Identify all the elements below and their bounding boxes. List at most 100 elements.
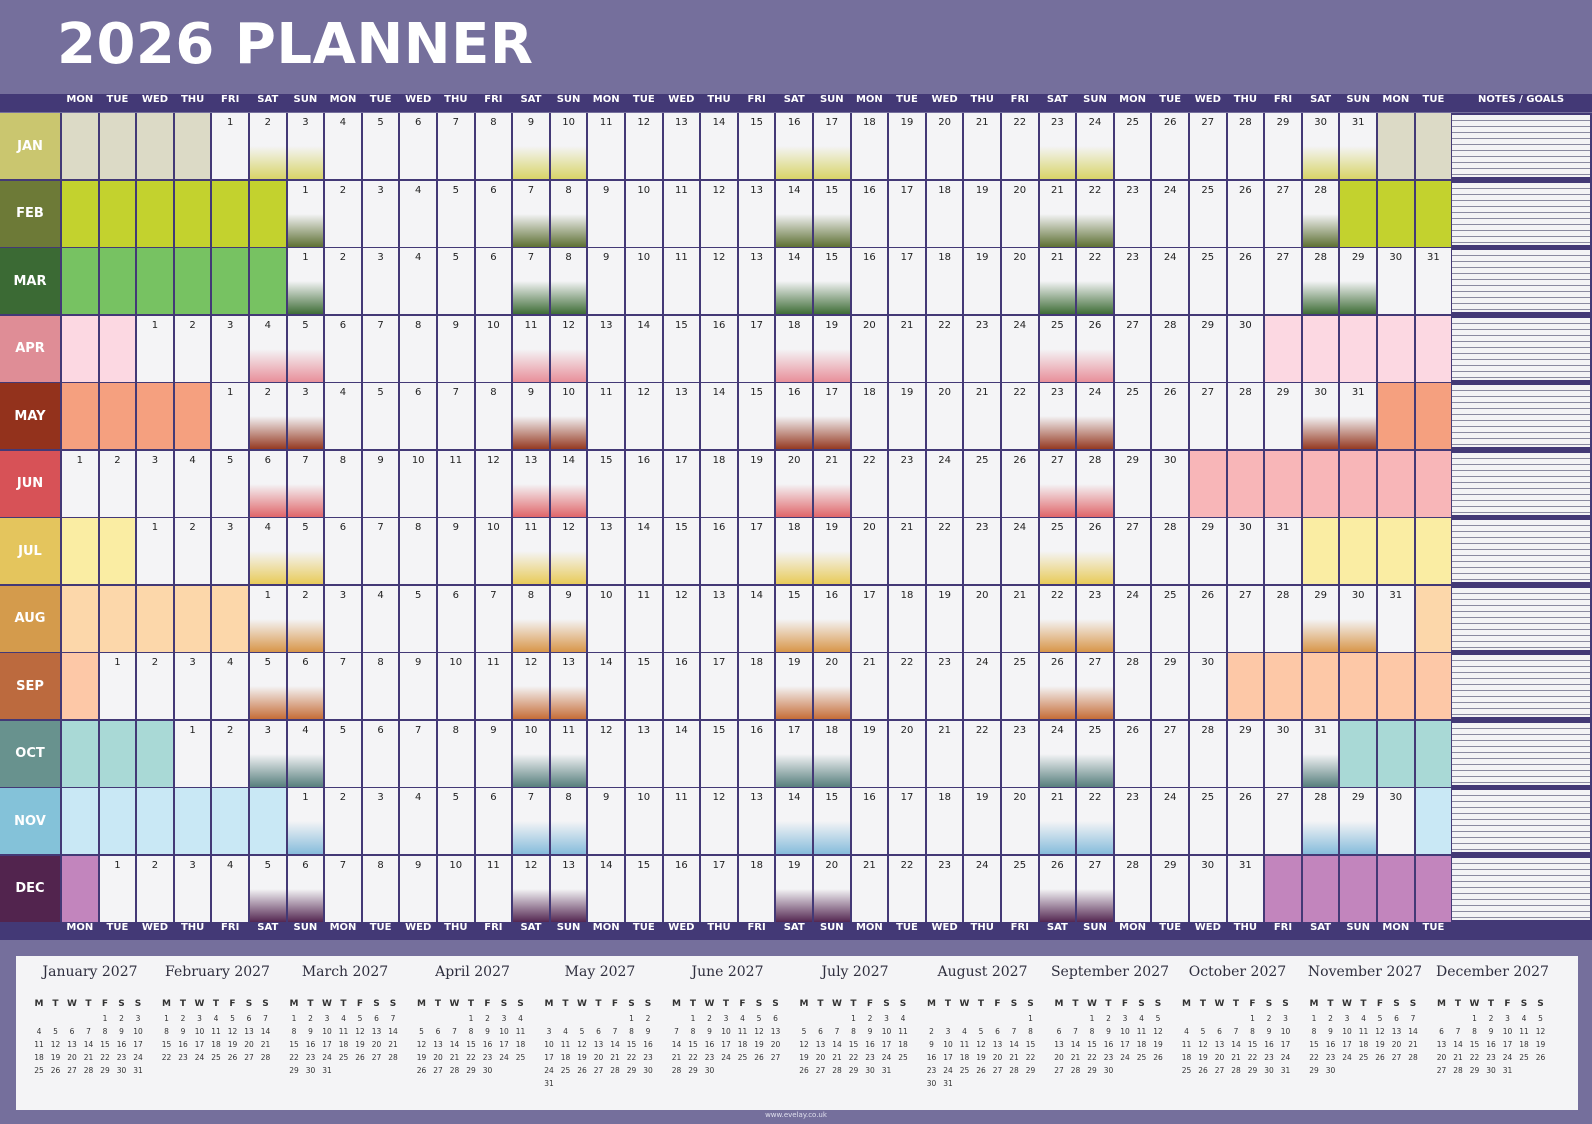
day-cell[interactable]: 27 xyxy=(1227,585,1264,652)
day-cell[interactable]: 23 xyxy=(1114,248,1151,314)
day-cell[interactable]: 1 xyxy=(99,653,136,719)
day-cell[interactable]: 9 xyxy=(362,450,399,517)
weekend-day-cell[interactable]: 17 xyxy=(776,720,812,787)
weekend-day-cell[interactable]: 16 xyxy=(776,383,812,449)
day-cell[interactable]: 22 xyxy=(1002,383,1038,449)
weekend-day-cell[interactable]: 9 xyxy=(513,113,549,179)
day-cell[interactable]: 18 xyxy=(701,450,737,517)
day-cell[interactable]: 3 xyxy=(174,653,211,719)
day-cell[interactable]: 14 xyxy=(738,585,775,652)
day-cell[interactable]: 10 xyxy=(626,248,662,314)
day-cell[interactable]: 5 xyxy=(400,585,436,652)
day-cell[interactable]: 9 xyxy=(588,180,624,247)
weekend-day-cell[interactable]: 5 xyxy=(250,855,286,922)
day-cell[interactable]: 6 xyxy=(362,720,399,787)
day-cell[interactable]: 3 xyxy=(362,788,399,854)
notes-lines[interactable] xyxy=(1452,452,1590,515)
day-cell[interactable]: 15 xyxy=(663,315,700,382)
day-cell[interactable]: 25 xyxy=(1002,855,1038,922)
day-cell[interactable]: 9 xyxy=(475,720,512,787)
weekend-day-cell[interactable]: 24 xyxy=(1077,113,1113,179)
day-cell[interactable]: 7 xyxy=(438,383,474,449)
day-cell[interactable]: 16 xyxy=(626,450,662,517)
day-cell[interactable]: 12 xyxy=(701,180,737,247)
day-cell[interactable]: 12 xyxy=(701,248,737,314)
day-cell[interactable]: 28 xyxy=(1152,518,1188,584)
day-cell[interactable]: 22 xyxy=(851,450,888,517)
weekend-day-cell[interactable]: 28 xyxy=(1302,248,1339,314)
day-cell[interactable]: 2 xyxy=(137,653,173,719)
weekend-day-cell[interactable]: 12 xyxy=(550,315,587,382)
day-cell[interactable]: 28 xyxy=(1190,720,1226,787)
day-cell[interactable]: 17 xyxy=(738,518,775,584)
day-cell[interactable]: 2 xyxy=(212,720,248,787)
day-cell[interactable]: 15 xyxy=(588,450,624,517)
day-cell[interactable]: 6 xyxy=(400,383,436,449)
weekend-day-cell[interactable]: 19 xyxy=(776,855,812,922)
day-cell[interactable]: 19 xyxy=(851,720,888,787)
day-cell[interactable]: 14 xyxy=(701,113,737,179)
day-cell[interactable]: 19 xyxy=(738,450,775,517)
day-cell[interactable]: 24 xyxy=(1152,180,1188,247)
day-cell[interactable]: 25 xyxy=(1190,248,1226,314)
day-cell[interactable]: 28 xyxy=(1265,585,1301,652)
day-cell[interactable]: 28 xyxy=(1227,113,1264,179)
weekend-day-cell[interactable]: 1 xyxy=(287,248,324,314)
weekend-day-cell[interactable]: 22 xyxy=(1039,585,1076,652)
day-cell[interactable]: 19 xyxy=(964,248,1000,314)
day-cell[interactable]: 26 xyxy=(1152,113,1188,179)
day-cell[interactable]: 15 xyxy=(701,720,737,787)
day-cell[interactable]: 21 xyxy=(1002,585,1038,652)
day-cell[interactable]: 27 xyxy=(1265,180,1301,247)
day-cell[interactable]: 22 xyxy=(889,653,925,719)
day-cell[interactable]: 16 xyxy=(738,720,775,787)
day-cell[interactable]: 18 xyxy=(738,653,775,719)
day-cell[interactable]: 2 xyxy=(99,450,136,517)
day-cell[interactable]: 20 xyxy=(1002,788,1038,854)
weekend-day-cell[interactable]: 7 xyxy=(513,180,549,247)
day-cell[interactable]: 4 xyxy=(325,383,361,449)
day-cell[interactable]: 11 xyxy=(663,180,700,247)
day-cell[interactable]: 14 xyxy=(626,315,662,382)
day-cell[interactable]: 1 xyxy=(137,518,173,584)
day-cell[interactable]: 26 xyxy=(1190,585,1226,652)
day-cell[interactable]: 23 xyxy=(964,518,1000,584)
day-cell[interactable]: 9 xyxy=(588,788,624,854)
day-cell[interactable]: 31 xyxy=(1415,248,1452,314)
day-cell[interactable]: 31 xyxy=(1378,585,1414,652)
day-cell[interactable]: 20 xyxy=(851,518,888,584)
day-cell[interactable]: 28 xyxy=(1152,315,1188,382)
day-cell[interactable]: 22 xyxy=(926,315,963,382)
weekend-day-cell[interactable]: 20 xyxy=(814,653,850,719)
weekend-day-cell[interactable]: 10 xyxy=(513,720,549,787)
weekend-day-cell[interactable]: 22 xyxy=(1077,788,1113,854)
day-cell[interactable]: 10 xyxy=(588,585,624,652)
weekend-day-cell[interactable]: 25 xyxy=(1039,315,1076,382)
day-cell[interactable]: 4 xyxy=(212,653,248,719)
weekend-day-cell[interactable]: 29 xyxy=(1302,585,1339,652)
day-cell[interactable]: 16 xyxy=(663,855,700,922)
day-cell[interactable]: 15 xyxy=(626,653,662,719)
weekend-day-cell[interactable]: 27 xyxy=(1077,653,1113,719)
day-cell[interactable]: 4 xyxy=(400,180,436,247)
day-cell[interactable]: 28 xyxy=(1114,855,1151,922)
day-cell[interactable]: 8 xyxy=(400,518,436,584)
day-cell[interactable]: 3 xyxy=(325,585,361,652)
day-cell[interactable]: 5 xyxy=(438,248,474,314)
day-cell[interactable]: 27 xyxy=(1190,113,1226,179)
weekend-day-cell[interactable]: 31 xyxy=(1340,383,1376,449)
day-cell[interactable]: 24 xyxy=(926,450,963,517)
weekend-day-cell[interactable]: 7 xyxy=(513,248,549,314)
day-cell[interactable]: 25 xyxy=(1114,383,1151,449)
weekend-day-cell[interactable]: 23 xyxy=(1077,585,1113,652)
weekend-day-cell[interactable]: 19 xyxy=(814,518,850,584)
day-cell[interactable]: 22 xyxy=(926,518,963,584)
day-cell[interactable]: 7 xyxy=(362,315,399,382)
notes-goals-panel[interactable] xyxy=(1452,113,1590,923)
day-cell[interactable]: 29 xyxy=(1190,315,1226,382)
weekend-day-cell[interactable]: 8 xyxy=(550,788,587,854)
day-cell[interactable]: 27 xyxy=(1114,315,1151,382)
weekend-day-cell[interactable]: 11 xyxy=(550,720,587,787)
day-cell[interactable]: 19 xyxy=(889,113,925,179)
weekend-day-cell[interactable]: 21 xyxy=(814,450,850,517)
